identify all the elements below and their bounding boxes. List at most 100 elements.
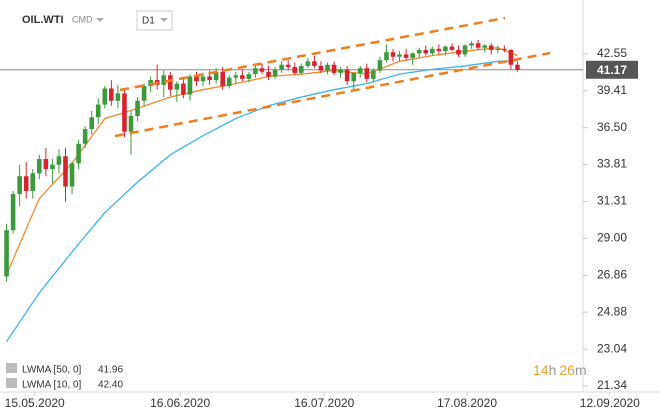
symbol[interactable]: OIL.WTI (22, 14, 64, 26)
candle-body (456, 49, 461, 55)
candle-body (174, 83, 180, 90)
y-tick-label: 31.31 (597, 194, 627, 208)
x-tick-label: 16.06.2020 (150, 396, 210, 410)
legend-value: 42.40 (98, 380, 123, 391)
candle-body (82, 129, 88, 144)
candle-body (338, 69, 343, 73)
y-tick-label: 23.04 (597, 341, 627, 355)
candle-body (141, 86, 147, 101)
candle-body (115, 93, 121, 101)
candle-body (403, 54, 409, 58)
y-tick-label: 42.55 (597, 46, 627, 60)
candle-body (397, 54, 402, 57)
candle-body (469, 43, 474, 46)
y-tick-label: 29.00 (597, 231, 627, 245)
candle-body (226, 77, 232, 87)
countdown-hours: 14 (533, 362, 549, 378)
candle-body (56, 156, 62, 165)
candle-body (410, 53, 415, 58)
candle-body (449, 46, 455, 50)
timeframe-box[interactable] (136, 10, 173, 31)
candle-body (318, 65, 324, 71)
candle-body (161, 75, 167, 85)
candle-body (364, 68, 370, 79)
legend-value: 41.96 (98, 365, 123, 376)
candle-body (331, 64, 337, 73)
candle-body (128, 115, 134, 132)
timeframe[interactable]: D1 (142, 16, 155, 27)
candle-body (220, 71, 225, 87)
candle-body (207, 76, 212, 81)
candle-body (253, 68, 258, 75)
candle-body (135, 100, 140, 116)
dropdown-arrow[interactable] (160, 18, 168, 22)
candle-body (122, 93, 127, 132)
candle-body (462, 45, 468, 55)
candle-body (168, 75, 173, 90)
candle-body (371, 70, 376, 79)
candle-body (475, 43, 481, 48)
candle-body (43, 159, 49, 169)
candle-body (344, 69, 350, 82)
legend-icon (6, 378, 17, 388)
candle-body (423, 49, 429, 54)
countdown-unit: m (575, 362, 587, 378)
candle-body (37, 159, 42, 174)
candle-body (305, 61, 311, 66)
candle-body (213, 71, 219, 81)
candle-body (312, 61, 317, 66)
candle-body (272, 69, 278, 77)
legend-name: LWMA [50, 0] (22, 365, 82, 376)
candle-body (325, 64, 330, 71)
dropdown-arrow[interactable] (96, 18, 104, 22)
candle-body (279, 64, 284, 70)
candle-body (377, 60, 383, 71)
candle-body (488, 45, 494, 50)
y-tick-label: 39.41 (597, 83, 627, 97)
y-tick-label: 36.50 (597, 120, 627, 134)
candle-body (187, 76, 193, 95)
candle-body (69, 163, 75, 187)
candle-body (109, 88, 114, 101)
market[interactable]: CMD (72, 14, 93, 24)
candle-body (266, 71, 271, 77)
candle-body (495, 48, 501, 50)
candle-body (482, 45, 487, 48)
candle-body (194, 76, 199, 82)
x-tick-label: 17.08.2020 (437, 396, 497, 410)
countdown: 14h 26m (533, 362, 587, 378)
channel-upper (119, 16, 506, 92)
candle-body (4, 230, 9, 277)
candle-body (416, 49, 422, 54)
candle-body (200, 76, 206, 82)
x-tick-label: 15.05.2020 (5, 396, 65, 410)
candle-body (63, 156, 68, 187)
legend: LWMA [50, 0] 41.96 LWMA [10, 0] 42.40 (6, 363, 123, 391)
candle-body (384, 52, 389, 61)
y-tick-label: 33.81 (597, 157, 627, 171)
candle-body (102, 88, 108, 105)
candle-body (10, 194, 16, 231)
y-tick-label: 24.88 (597, 304, 627, 318)
legend-name: LWMA [10, 0] (22, 380, 82, 391)
candle-body (240, 75, 245, 79)
candle-body (181, 83, 186, 95)
candle-body (502, 48, 507, 50)
candle-body (351, 72, 356, 82)
candle-body (299, 65, 304, 73)
candle-body (233, 75, 239, 78)
x-tick-label: 16.07.2020 (294, 396, 354, 410)
legend-icon (6, 363, 17, 373)
plot (0, 39, 583, 343)
candle-body (89, 117, 94, 130)
countdown-minutes: 26 (559, 362, 575, 378)
x-tick-label: 12.09.2020 (580, 396, 640, 410)
current-price-label: 41.17 (597, 63, 627, 77)
candle-body (430, 48, 435, 54)
candle-body (436, 48, 442, 52)
candle-body (390, 52, 396, 57)
candle-body (285, 64, 291, 68)
candle-body (95, 104, 101, 118)
candle-body (246, 74, 252, 79)
